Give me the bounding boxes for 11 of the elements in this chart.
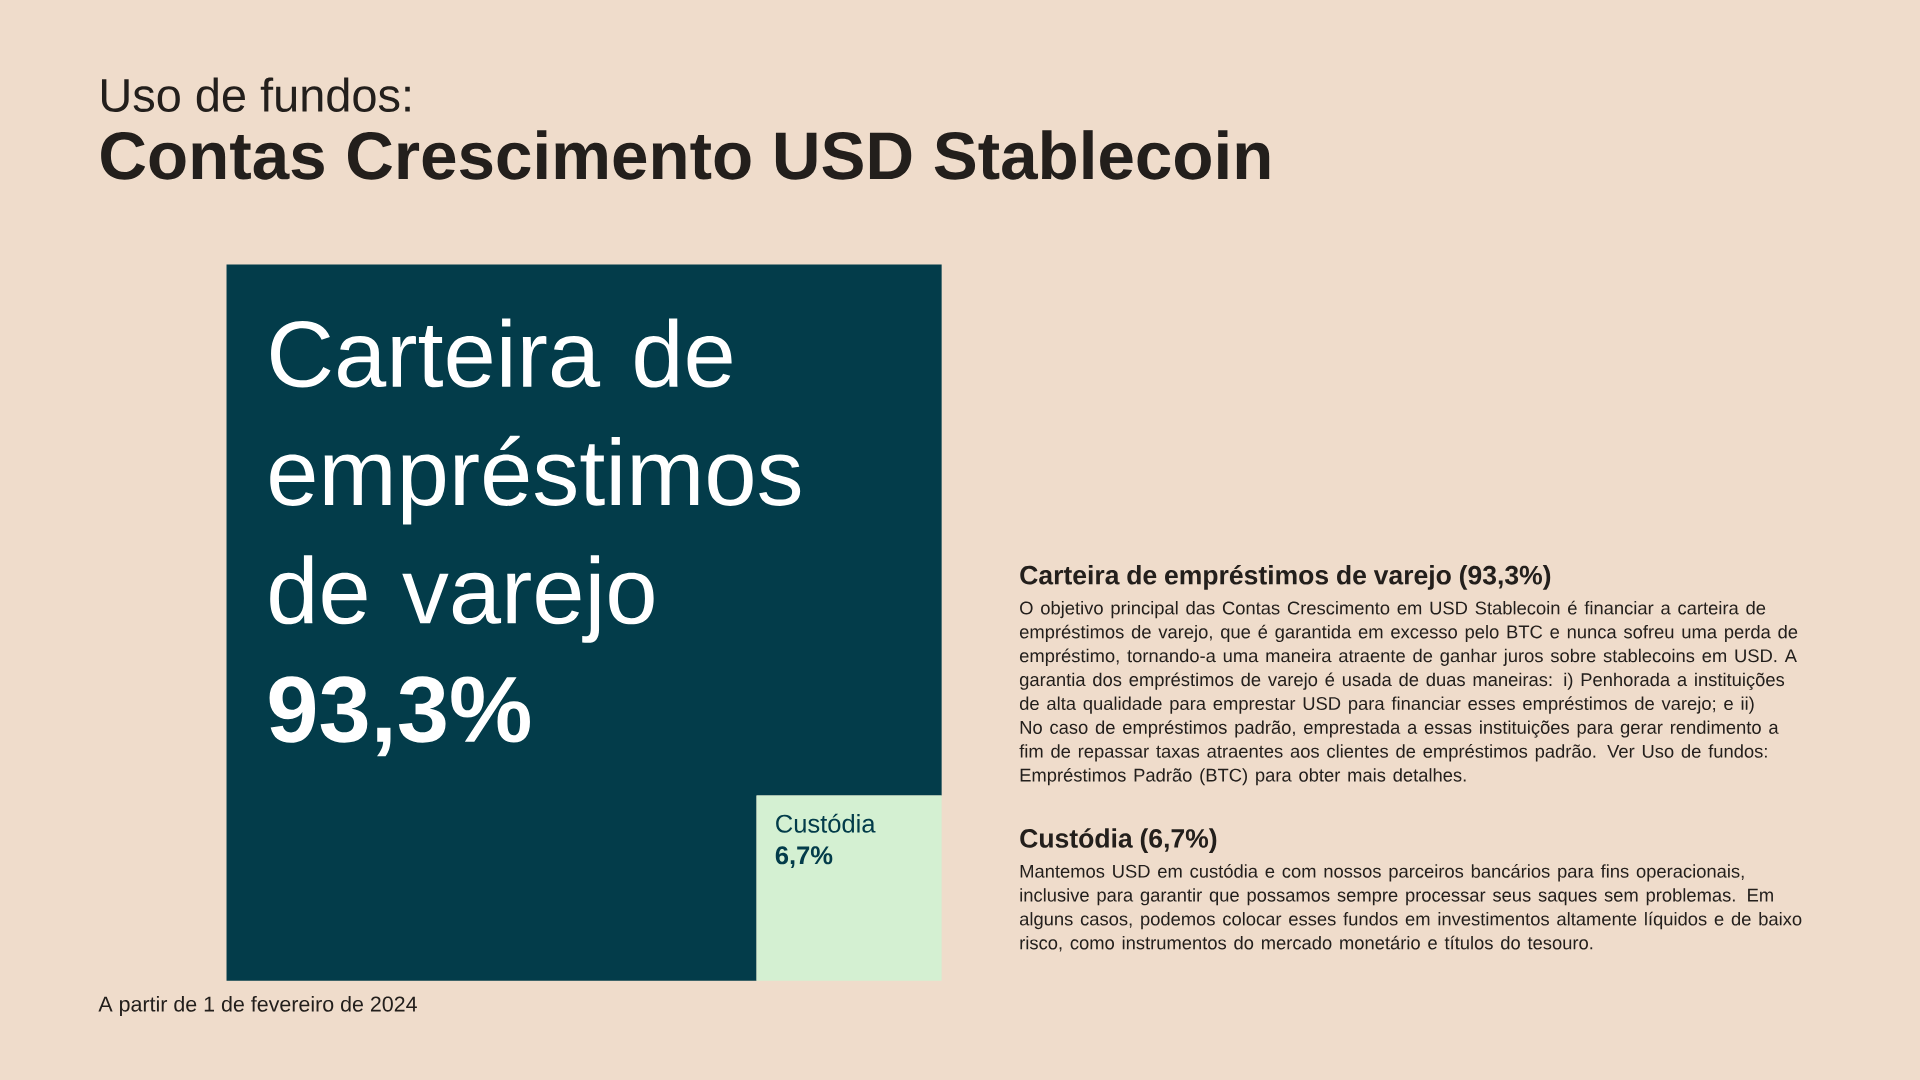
data-label: 6,7%: [775, 846, 833, 869]
text: Carteira de empréstimos de varejo (93,3%): [1020, 564, 1551, 590]
text: Uso de fundos:: [101, 77, 410, 112]
text: Contas Crescimento USD Stablecoin: [101, 130, 1270, 180]
data-label: 93,3%: [269, 676, 530, 757]
category-label: Custódia: [776, 813, 876, 833]
category-label: Carteira de empréstimos de varejo: [270, 318, 801, 643]
text: Custódia (6,7%): [1020, 828, 1217, 854]
text: O objetivo principal das Contas Crescimento em USD Stablecoin é financiar a carteira de empréstimos de varejo, que é garantida em excesso pelo BTC e nunca sofreu uma perda de empréstimo, tornando-a uma maneira atraente de ganhar juros sobre stablecoins em USD. A garantia dos empréstimos de varejo é usada de duas maneiras: i) Penhorada a instituições de alta qualidade para emprestar USD para financiar esses empréstimos de varejo; e ii) No caso de empréstimos padrão, emprestada a essas instituições para gerar rendimento a fim de repassar taxas atraentes aos clientes de empréstimos padrão. Ver Uso de fundos: Empréstimos Padrão (BTC) para obter mais detalhes.: [1019, 600, 1798, 786]
text: A partir de 1 de fevereiro de 2024: [98, 995, 417, 1016]
text: Mantemos USD em custódia e com nossos parceiros bancários para fins operacionais, inclusive para garantir que possamos sempre processar seus saques sem problemas. Em alguns casos, podemos colocar esses fundos em investimentos altamente líquidos e de baixo risco, como instrumentos do mercado monetário e títulos do tesouro.: [1019, 864, 1802, 952]
